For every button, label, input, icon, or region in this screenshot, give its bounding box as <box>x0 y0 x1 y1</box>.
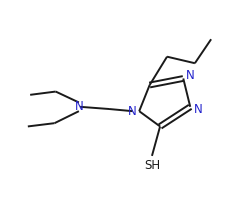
Text: N: N <box>185 69 194 82</box>
Text: SH: SH <box>143 159 159 172</box>
Text: N: N <box>74 100 83 113</box>
Text: N: N <box>193 102 202 116</box>
Text: N: N <box>127 105 136 118</box>
